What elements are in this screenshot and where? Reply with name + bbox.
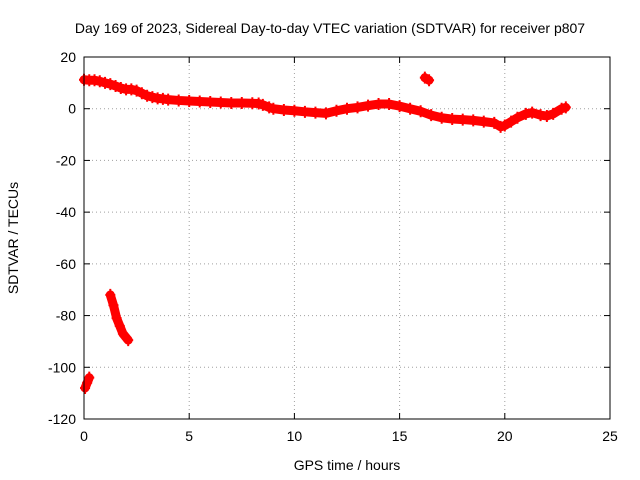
chart-title: Day 169 of 2023, Sidereal Day-to-day VTE… <box>75 20 585 36</box>
data-point <box>415 105 426 118</box>
series-early-low <box>80 371 95 394</box>
data-point <box>352 101 363 114</box>
data-point <box>436 111 447 124</box>
data-point <box>136 87 147 100</box>
x-tick-label: 10 <box>287 428 303 444</box>
x-tick-label: 20 <box>497 428 513 444</box>
y-tick-label: -100 <box>48 359 76 375</box>
data-point <box>289 104 300 117</box>
data-point <box>331 104 342 117</box>
data-point <box>457 113 468 126</box>
data-point <box>126 83 137 96</box>
data-point <box>105 288 116 301</box>
data-point <box>80 381 91 394</box>
data-point <box>424 74 435 87</box>
data-point <box>268 102 279 115</box>
data-layer <box>79 71 571 394</box>
data-point <box>131 84 142 97</box>
data-point <box>560 101 571 114</box>
data-point <box>278 104 289 117</box>
data-point <box>384 98 395 111</box>
y-tick-label: -120 <box>48 411 76 427</box>
data-point <box>123 334 134 347</box>
y-tick-label: -60 <box>56 256 76 272</box>
data-point <box>105 78 116 91</box>
series-isolated <box>419 71 435 87</box>
data-point <box>184 94 195 107</box>
data-point <box>110 79 121 92</box>
data-point <box>121 331 132 344</box>
x-tick-label: 5 <box>185 428 193 444</box>
data-point <box>405 102 416 115</box>
tick-layer: 0 5 10 15 20 25 20 0 -20 -40 -60 -80 -100 -120 <box>48 49 618 444</box>
data-point <box>89 74 100 87</box>
data-point <box>236 97 247 110</box>
data-point <box>194 95 205 108</box>
data-point <box>468 114 479 127</box>
y-tick-label: 0 <box>68 101 76 117</box>
data-point <box>84 371 95 384</box>
data-point <box>111 312 122 325</box>
x-axis-label: GPS time / hours <box>294 457 401 473</box>
data-point <box>226 97 237 110</box>
data-point <box>142 89 153 102</box>
data-point <box>541 109 552 122</box>
data-point <box>100 76 111 89</box>
data-point <box>320 107 331 120</box>
y-tick-label: 20 <box>60 49 76 65</box>
y-tick-label: -80 <box>56 308 76 324</box>
series-early-drop <box>105 288 134 347</box>
data-point <box>147 91 158 104</box>
plot-frame <box>83 56 611 420</box>
data-point <box>108 299 119 312</box>
data-point <box>363 99 374 112</box>
y-axis-label: SDTVAR / TECUs <box>5 182 21 294</box>
data-point <box>342 102 352 115</box>
x-tick-label: 25 <box>602 428 618 444</box>
data-point <box>163 93 174 106</box>
data-point <box>447 113 458 126</box>
x-tick-label: 0 <box>80 428 88 444</box>
data-point <box>499 119 510 132</box>
data-point <box>114 319 125 332</box>
data-point <box>299 105 310 118</box>
data-point <box>548 107 559 120</box>
data-point <box>205 95 216 108</box>
data-point <box>310 106 321 119</box>
y-tick-label: -40 <box>56 204 76 220</box>
data-point <box>426 109 437 122</box>
data-point <box>512 111 523 124</box>
data-point <box>257 98 268 111</box>
data-point <box>394 100 405 113</box>
y-tick-label: -20 <box>56 152 76 168</box>
series-main <box>79 73 571 133</box>
data-point <box>173 94 184 107</box>
data-point <box>373 98 384 111</box>
x-tick-label: 15 <box>392 428 408 444</box>
data-point <box>215 96 226 109</box>
data-point <box>527 106 538 119</box>
data-point <box>115 82 126 95</box>
data-point <box>506 115 517 128</box>
data-point <box>489 116 500 129</box>
data-point <box>94 75 105 88</box>
data-point <box>520 107 531 120</box>
grid-layer <box>84 57 610 419</box>
data-point <box>478 115 489 128</box>
